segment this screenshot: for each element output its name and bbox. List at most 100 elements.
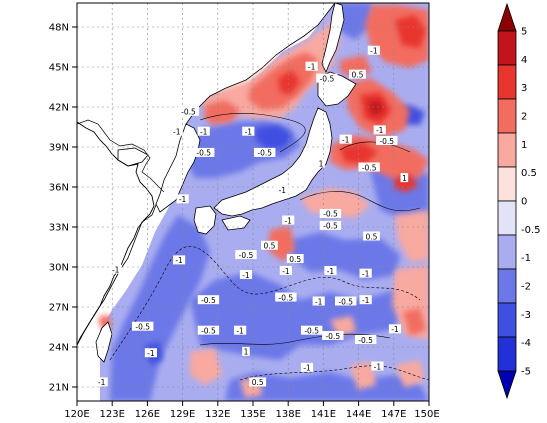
lat-tick-label: 36N: [49, 183, 69, 194]
colorbar-label: 1: [521, 140, 527, 151]
contour-label-box: [132, 321, 154, 331]
contour-label-box: [376, 135, 398, 145]
okhotsk-blue: [338, 3, 372, 40]
contour-label-box: [176, 194, 189, 204]
contour-label-box: [235, 250, 257, 260]
colorbar-swatch: [497, 132, 517, 168]
south-warm-3: [350, 362, 376, 390]
north-japan-sea-warm: [200, 18, 340, 118]
contour-label: -1: [147, 349, 155, 358]
contour-label: -1: [179, 195, 187, 204]
contour-label-box: [319, 208, 342, 218]
contour-label-box: [316, 73, 338, 83]
contour-label-box: [371, 361, 384, 371]
contour-label-layer: -0.5 -1 -1 -1 -0.5 -0.5 -0.5 0.5 -1 -1 -1 -0.5 -1 1 -0…: [95, 45, 409, 387]
pacific-moderate-blue-2: [290, 232, 400, 280]
colorbar-label: -1: [521, 253, 531, 264]
contour-label-box: [300, 325, 323, 335]
colorbar-label: 4: [521, 55, 527, 66]
colorbar-label: -2: [521, 282, 531, 293]
colorbar-swatch: [497, 336, 517, 372]
contour-label-box: [367, 45, 380, 55]
lon-tick-label: 135E: [240, 409, 265, 420]
contour-label: -1: [175, 256, 183, 265]
contour-label: -0.5: [257, 149, 272, 158]
lat-tick-label: 30N: [49, 263, 69, 274]
contour-label: -1: [362, 269, 370, 278]
shikoku: [221, 215, 251, 231]
contour-label: -0.5: [135, 323, 150, 332]
contour-label: -1: [315, 297, 323, 306]
contour-label-box: [373, 125, 386, 135]
contour-label: -1: [391, 325, 399, 334]
contour-label: -0.5: [201, 326, 216, 335]
map-panel: -0.5 -1 -1 -1 -0.5 -0.5 -0.5 0.5 -1 -1 -1 -0.5 -1 1 -0…: [76, 2, 430, 402]
china-coast-detail: [77, 121, 155, 346]
contour-label: 0.5: [263, 242, 275, 251]
taiwan: [95, 321, 113, 363]
contour-label: 0.5: [252, 378, 264, 387]
contour-label-box: [177, 106, 200, 116]
contour-label: -1: [245, 127, 253, 136]
south-moderate-blue: [225, 372, 429, 401]
contour-label: -0.5: [362, 163, 377, 172]
japan-sea-warm-west: [204, 100, 240, 125]
south-warm-1: [190, 348, 222, 385]
hot-core-1: [278, 70, 300, 95]
pacific-moderate-blue: [190, 272, 410, 360]
japan-sea-deep-blue: [255, 125, 292, 150]
lon-tick-label: 141E: [311, 409, 336, 420]
contour-label-box: [359, 268, 372, 278]
contour-label: -1: [98, 378, 106, 387]
korea-peninsula: [155, 123, 201, 213]
lon-tick-label: 132E: [205, 409, 230, 420]
contour-label: 1: [244, 348, 249, 357]
contour-label-box: [275, 292, 297, 302]
contour-label-box: [363, 231, 380, 241]
contour-label-box: [249, 377, 267, 387]
contour-label-box: [359, 295, 372, 305]
colorbar-swatches: [497, 2, 517, 400]
colorbar-swatch: [497, 302, 517, 338]
colorbar-top-triangle: [497, 2, 517, 32]
contour-label: -1: [374, 362, 382, 371]
contour-label: -1: [342, 135, 350, 144]
contour-label: -0.5: [279, 293, 294, 302]
colorbar-swatch: [497, 268, 517, 304]
contour-label-box: [172, 255, 186, 265]
contour-label: 0.5: [366, 232, 378, 241]
kuroshio-warm: [300, 188, 370, 218]
contour-label-box: [400, 173, 409, 183]
contour-label-box: [354, 334, 377, 344]
contour-label: -1: [173, 127, 181, 136]
contour-label-box: [312, 296, 325, 306]
contour-label: -1: [376, 126, 384, 135]
contour-label: -0.5: [358, 336, 373, 345]
contour-label-box: [242, 126, 255, 136]
lon-tick-label: 123E: [99, 409, 124, 420]
colorbar-swatch: [497, 166, 517, 202]
lat-tick-label: 45N: [49, 63, 69, 74]
contour-label: -1: [327, 267, 335, 276]
contour-label-box: [317, 158, 325, 168]
lat-tick-label: 33N: [49, 223, 69, 234]
kuroshio-ext-warm: [395, 210, 429, 262]
okhotsk-warm-core: [395, 15, 426, 48]
lon-tick-label: 138E: [275, 409, 300, 420]
colorbar-swatch: [497, 64, 517, 100]
contour-label-box: [239, 269, 253, 279]
y-axis: 48N 45N 42N 39N 36N 33N 30N 27N 24N 21N: [49, 23, 77, 394]
colorbar-label: 0.5: [521, 168, 537, 179]
colorbar-swatch: [497, 98, 517, 134]
southeast-warm-core: [403, 308, 426, 336]
lon-tick-label: 129E: [170, 409, 195, 420]
lon-tick-label: 147E: [381, 409, 406, 420]
lon-tick-label: 126E: [135, 409, 160, 420]
contour-label: 0.5: [289, 255, 301, 264]
contour-label: -1: [242, 271, 250, 280]
contour-label-box: [339, 134, 352, 144]
contour-label: -0.5: [304, 326, 319, 335]
contour-label-box: [349, 69, 366, 79]
colorbar-label: 2: [521, 112, 527, 123]
lon-tick-label: 144E: [346, 409, 371, 420]
